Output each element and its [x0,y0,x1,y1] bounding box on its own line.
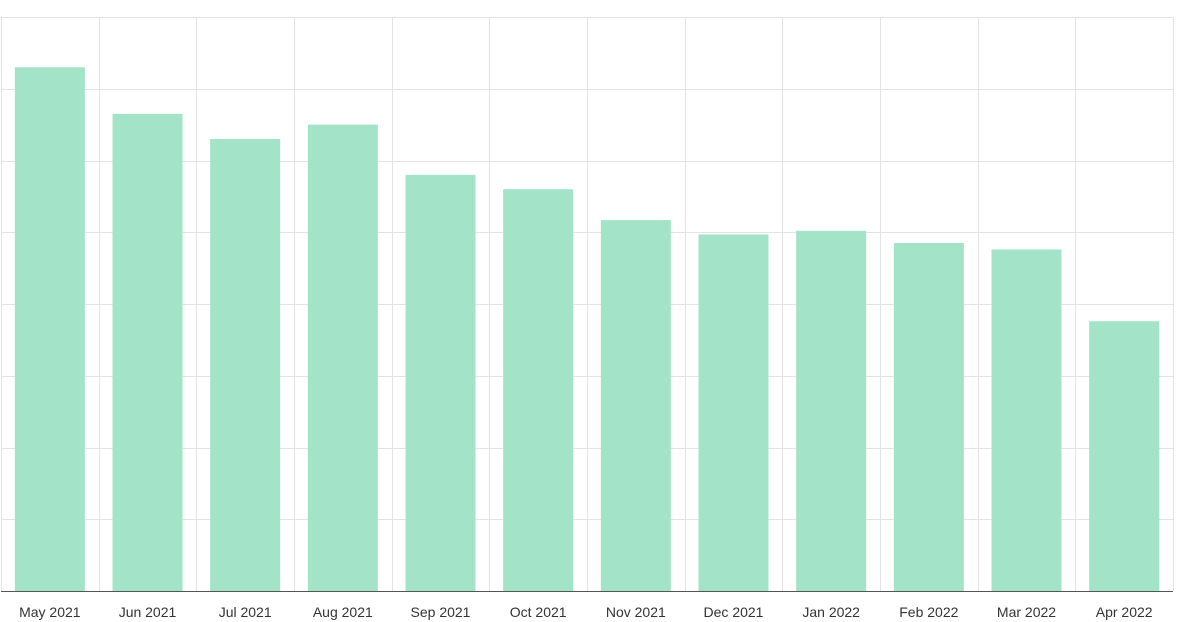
bar[interactable] [600,220,671,592]
x-tick-label: May 2021 [19,604,81,620]
bar[interactable] [698,234,769,591]
x-tick-label: Aug 2021 [313,604,373,620]
x-tick-label: Feb 2022 [899,604,958,620]
bar[interactable] [307,124,378,591]
bar[interactable] [796,230,867,591]
bar[interactable] [991,249,1062,591]
bars [14,67,1160,592]
x-tick-label: Oct 2021 [510,604,567,620]
bar[interactable] [405,174,476,591]
x-tick-label: Jan 2022 [802,604,860,620]
x-tick-label: Apr 2022 [1096,604,1153,620]
bar[interactable] [1089,321,1160,591]
x-tick-label: Mar 2022 [997,604,1056,620]
bar[interactable] [210,138,281,591]
bar[interactable] [14,67,85,592]
x-tick-label: Jun 2021 [119,604,177,620]
x-tick-label: Nov 2021 [606,604,666,620]
grid [1,17,1174,591]
bar[interactable] [893,243,964,591]
x-tick-label: Sep 2021 [411,604,471,620]
x-axis-ticks: May 2021 Jun 2021 Jul 2021 Aug 2021 Sep 2021… [19,604,1153,620]
bar[interactable] [503,189,574,591]
x-tick-label: Jul 2021 [219,604,272,620]
x-tick-label: Dec 2021 [704,604,764,620]
bar[interactable] [112,113,183,592]
